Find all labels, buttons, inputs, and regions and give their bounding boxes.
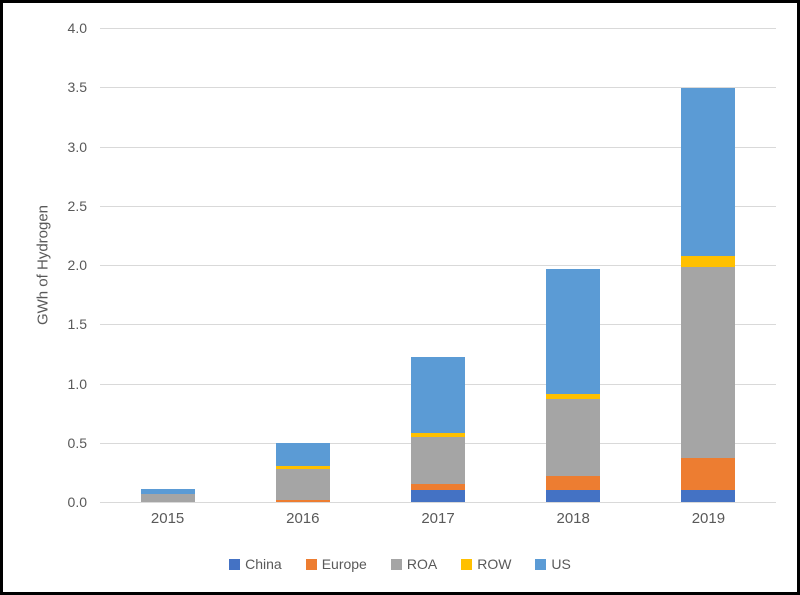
y-tick-label: 1.5 (67, 316, 87, 333)
bar-segment-europe-2018 (546, 475, 601, 491)
legend-swatch-us (535, 558, 547, 570)
legend-item-europe: Europe (305, 556, 367, 572)
bar-segment-roa-2015 (140, 493, 195, 502)
gridline (100, 28, 776, 29)
bar-segment-china-2018 (546, 490, 601, 502)
legend-swatch-roa (390, 558, 402, 570)
legend-swatch-china (229, 558, 241, 570)
gridline (100, 324, 776, 326)
legend-item-china: China (229, 556, 282, 572)
bar-segment-row-2018 (546, 394, 601, 399)
legend: China Europe ROA ROW US (3, 556, 797, 572)
legend-swatch-row (461, 558, 473, 570)
legend-label: US (551, 556, 571, 572)
bar-segment-roa-2018 (546, 398, 601, 476)
legend-label: ROA (406, 556, 438, 572)
x-tick-label-2016: 2016 (286, 510, 320, 527)
gridline (100, 146, 776, 148)
bar-segment-europe-2017 (411, 484, 465, 491)
bar-segment-us-2016 (275, 442, 330, 467)
bar-segment-roa-2019 (681, 267, 736, 459)
legend-item-row: ROW (461, 556, 511, 572)
legend-label: China (245, 556, 282, 572)
y-tick-label: 0.0 (67, 494, 87, 510)
bar-segment-us-2017 (411, 357, 465, 434)
bar-segment-europe-2016 (275, 499, 330, 502)
bar-segment-us-2018 (546, 268, 601, 395)
bar-segment-roa-2017 (411, 436, 465, 485)
bar-segment-roa-2016 (275, 468, 330, 500)
x-tick-label-2017: 2017 (421, 510, 455, 527)
gridline (100, 205, 776, 207)
y-tick-label: 3.0 (67, 138, 87, 155)
x-tick-label-2019: 2019 (691, 510, 726, 527)
bar-segment-europe-2019 (681, 458, 736, 491)
bar-segment-china-2017 (411, 490, 465, 502)
legend-swatch-europe (305, 558, 317, 570)
y-tick-label: 1.0 (67, 375, 87, 392)
bar-segment-us-2015 (140, 488, 195, 494)
bar-segment-row-2019 (681, 255, 736, 268)
x-axis-line (100, 502, 776, 503)
bar-segment-china-2019 (681, 490, 736, 502)
legend-label: Europe (321, 556, 367, 572)
gridline (100, 87, 776, 89)
y-tick-label: 2.0 (67, 257, 87, 273)
y-tick-label: 4.0 (67, 20, 87, 36)
y-tick-label: 3.5 (67, 79, 87, 96)
legend-label: ROW (477, 556, 512, 572)
y-tick-label: 0.5 (67, 434, 87, 451)
gridline (100, 265, 776, 266)
legend-item-us: US (535, 556, 571, 572)
bar-segment-us-2019 (681, 88, 736, 256)
x-tick-label-2015: 2015 (150, 510, 185, 527)
y-tick-label: 2.5 (67, 197, 87, 214)
plot-area (100, 28, 776, 503)
legend-item-roa: ROA (390, 556, 438, 572)
bar-segment-row-2016 (275, 466, 330, 469)
x-tick-label-2018: 2018 (556, 510, 590, 527)
bar-segment-row-2017 (411, 433, 465, 437)
